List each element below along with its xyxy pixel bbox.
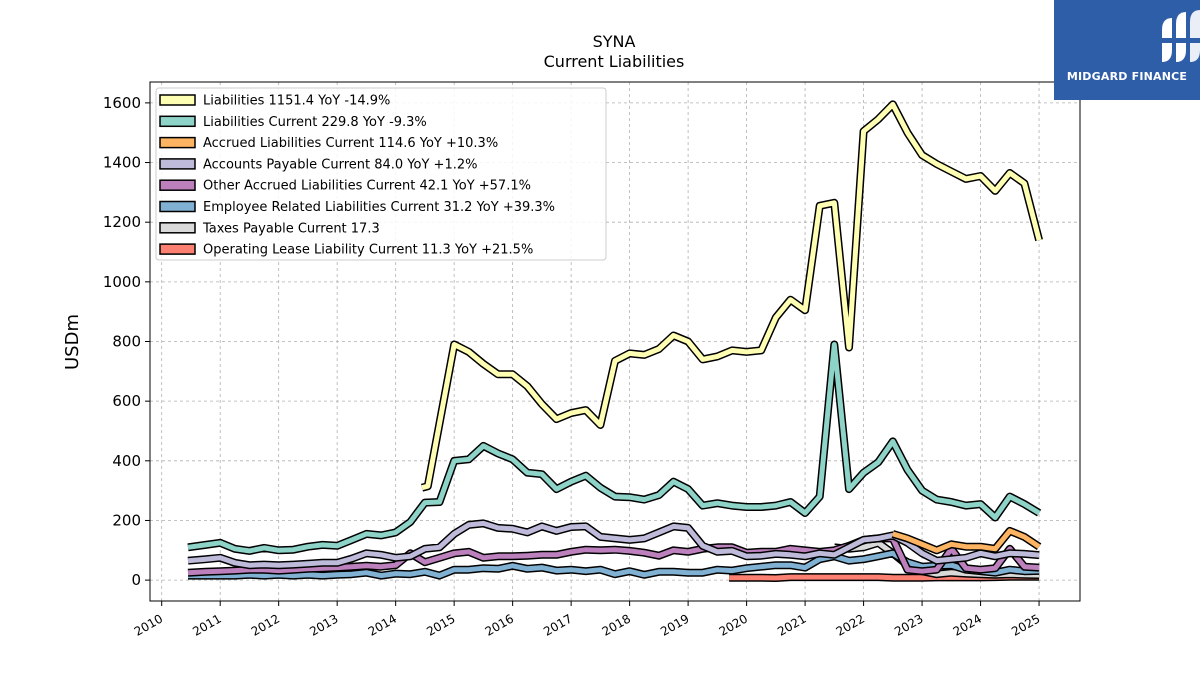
y-tick-label: 0 [131, 571, 141, 589]
legend-entry: Taxes Payable Current 17.3 [202, 221, 380, 236]
legend-swatch [159, 200, 196, 213]
legend-entry: Other Accrued Liabilities Current 42.1 Y… [203, 179, 531, 194]
legend-entry: Liabilities Current 229.8 YoY -9.3% [203, 115, 427, 130]
x-tick-label: 2016 [483, 611, 516, 638]
x-tick-label: 2019 [658, 611, 691, 638]
x-tick-label: 2020 [717, 611, 750, 638]
y-tick-label: 1400 [103, 154, 141, 172]
x-tick-label: 2024 [951, 611, 984, 638]
y-axis-label: USDm [62, 314, 83, 370]
y-tick-label: 400 [112, 452, 141, 470]
x-tick-label: 2023 [892, 611, 925, 638]
x-tick-label: 2018 [600, 611, 633, 638]
x-tick-label: 2014 [366, 611, 399, 638]
legend-entry: Liabilities 1151.4 YoY -14.9% [203, 94, 390, 109]
x-tick-label: 2010 [132, 611, 165, 638]
legend-box [155, 87, 607, 261]
series-line-2 [891, 526, 1042, 555]
logo-mark-icon [1158, 10, 1200, 62]
y-tick-label: 800 [112, 333, 141, 351]
legend-entry: Employee Related Liabilities Current 31.… [203, 200, 555, 215]
x-tick-label: 2025 [1009, 611, 1042, 638]
series-stroke [892, 528, 1041, 553]
x-tick-label: 2012 [249, 611, 282, 638]
logo-text: MIDGARD FINANCE [1066, 70, 1188, 83]
legend-entry: Operating Lease Liability Current 11.3 Y… [203, 243, 533, 258]
legend: Liabilities 1151.4 YoY -14.9% Liabilities… [155, 87, 607, 261]
series-stroke [187, 342, 1041, 554]
legend-swatch [159, 179, 196, 191]
legend-entry: Accrued Liabilities Current 114.6 YoY +1… [203, 136, 498, 151]
chart-title: SYNA [593, 32, 636, 51]
legend-swatch [159, 136, 196, 149]
y-tick-label: 200 [112, 511, 141, 529]
series-line-0 [420, 100, 1043, 492]
x-tick-label: 2011 [190, 611, 223, 638]
legend-swatch [159, 222, 196, 234]
x-tick-label: 2021 [775, 611, 808, 638]
legend-swatch [159, 243, 196, 255]
legend-swatch [159, 115, 196, 128]
y-tick-label: 600 [112, 392, 141, 410]
x-tick-label: 2013 [307, 611, 340, 638]
x-tick-label: 2015 [424, 611, 457, 638]
chart-subtitle: Current Liabilities [544, 52, 685, 71]
series-line-4 [187, 534, 1040, 577]
legend-swatch [159, 158, 196, 170]
series-stroke [187, 535, 1040, 576]
y-tick-label: 1200 [103, 213, 141, 231]
series-line-1 [187, 340, 1042, 555]
legend-entry: Accounts Payable Current 84.0 YoY +1.2% [203, 157, 477, 172]
y-tick-label: 1000 [103, 273, 141, 291]
x-tick-label: 2017 [541, 611, 574, 638]
series-stroke [421, 101, 1042, 491]
brand-logo: MIDGARD FINANCE [1054, 0, 1200, 100]
y-tick-label: 1600 [103, 94, 141, 112]
x-tick-label: 2022 [834, 611, 867, 638]
series-lines [187, 100, 1043, 582]
legend-swatch [159, 94, 196, 106]
